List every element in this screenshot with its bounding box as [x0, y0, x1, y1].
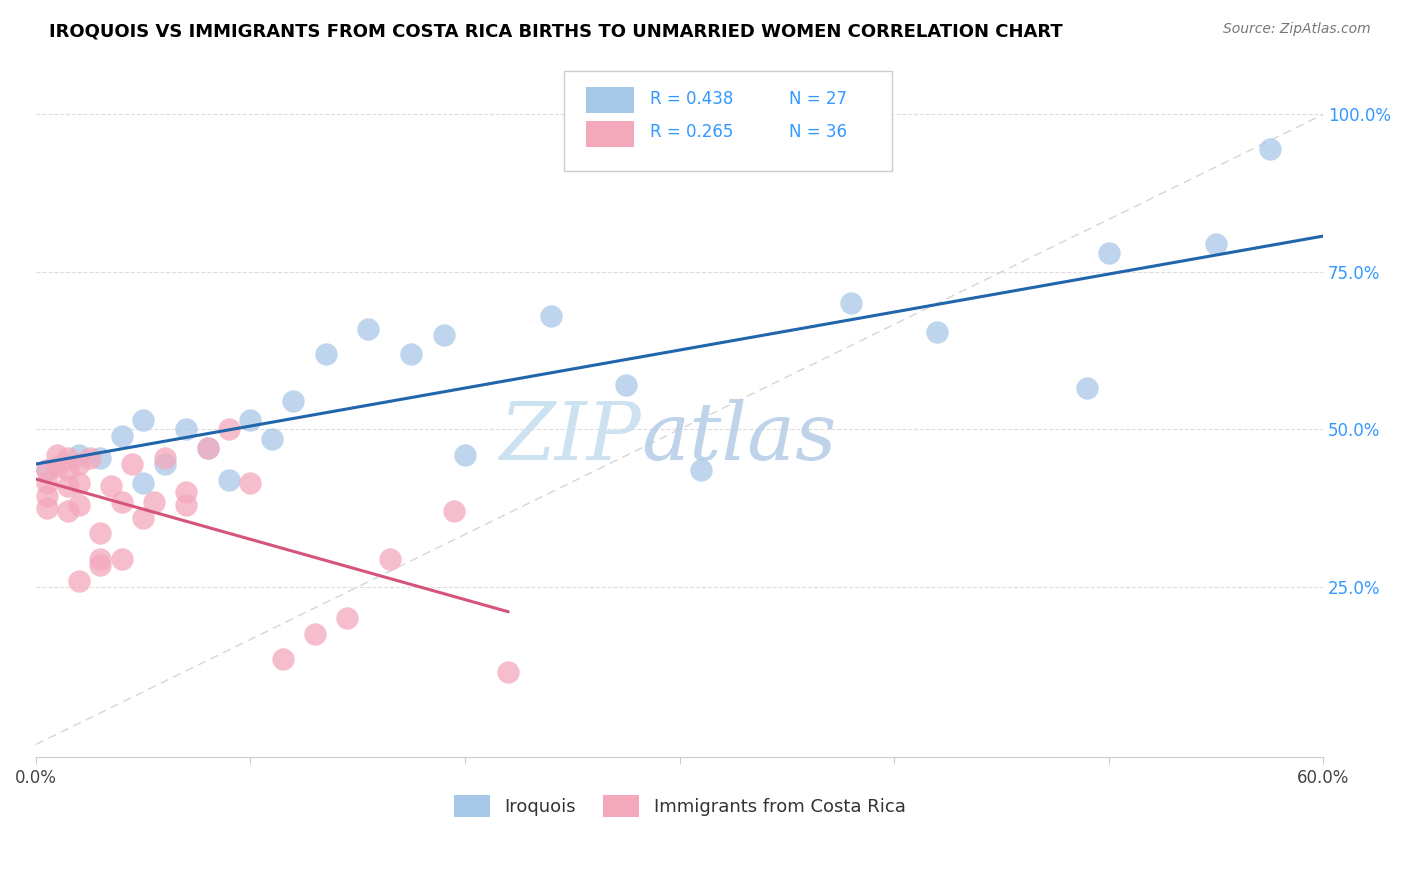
Point [132, 413, 155, 427]
Point [174, 498, 197, 512]
Point [89, 551, 111, 566]
Point [56, 450, 79, 465]
Point [79, 450, 101, 465]
Point [197, 442, 219, 456]
Point [67, 448, 90, 462]
Point [67, 498, 90, 512]
Point [839, 296, 862, 310]
Point [67, 475, 90, 490]
Point [1258, 142, 1281, 156]
Legend: Iroquois, Immigrants from Costa Rica: Iroquois, Immigrants from Costa Rica [447, 788, 912, 824]
Text: atlas: atlas [641, 400, 837, 477]
Point [56, 504, 79, 518]
Point [111, 495, 134, 509]
Point [56, 463, 79, 477]
Point [454, 448, 477, 462]
Point [132, 510, 155, 524]
Text: N = 36: N = 36 [789, 123, 846, 141]
Point [315, 347, 337, 361]
Point [67, 457, 90, 471]
Point [260, 432, 283, 446]
Point [35, 463, 58, 477]
Point [153, 450, 176, 465]
Point [46, 460, 69, 475]
Point [89, 450, 111, 465]
Text: IROQUOIS VS IMMIGRANTS FROM COSTA RICA BIRTHS TO UNMARRIED WOMEN CORRELATION CHA: IROQUOIS VS IMMIGRANTS FROM COSTA RICA B… [49, 22, 1063, 40]
Text: R = 0.438: R = 0.438 [650, 90, 734, 108]
Point [89, 558, 111, 572]
Point [336, 611, 359, 625]
Point [67, 574, 90, 588]
Point [35, 463, 58, 477]
Point [35, 489, 58, 503]
Point [432, 327, 454, 342]
Point [111, 551, 134, 566]
Point [443, 504, 465, 518]
Point [401, 347, 423, 361]
Point [304, 627, 326, 641]
Text: N = 27: N = 27 [789, 90, 846, 108]
Point [1097, 246, 1119, 260]
Point [218, 473, 240, 487]
Point [35, 475, 58, 490]
Point [1076, 381, 1098, 395]
Point [540, 309, 562, 323]
Point [925, 325, 948, 339]
Point [614, 378, 637, 392]
Point [271, 652, 294, 666]
Point [690, 463, 713, 477]
Point [283, 394, 305, 409]
Point [89, 526, 111, 541]
Point [174, 422, 197, 436]
Point [197, 442, 219, 456]
Point [378, 551, 401, 566]
Point [239, 475, 262, 490]
Point [142, 495, 165, 509]
Point [357, 321, 380, 335]
Bar [585, 121, 634, 147]
Point [132, 475, 155, 490]
Point [35, 501, 58, 516]
Text: Source: ZipAtlas.com: Source: ZipAtlas.com [1223, 22, 1371, 37]
Point [121, 457, 143, 471]
Point [153, 457, 176, 471]
FancyBboxPatch shape [564, 71, 891, 171]
Point [111, 428, 134, 442]
Point [100, 479, 122, 493]
Point [46, 448, 69, 462]
Point [218, 422, 240, 436]
Point [239, 413, 262, 427]
Point [1205, 236, 1227, 251]
Point [56, 479, 79, 493]
Point [496, 665, 519, 679]
Bar [585, 87, 634, 113]
Point [174, 485, 197, 500]
Text: R = 0.265: R = 0.265 [650, 123, 734, 141]
Text: ZIP: ZIP [499, 400, 641, 477]
